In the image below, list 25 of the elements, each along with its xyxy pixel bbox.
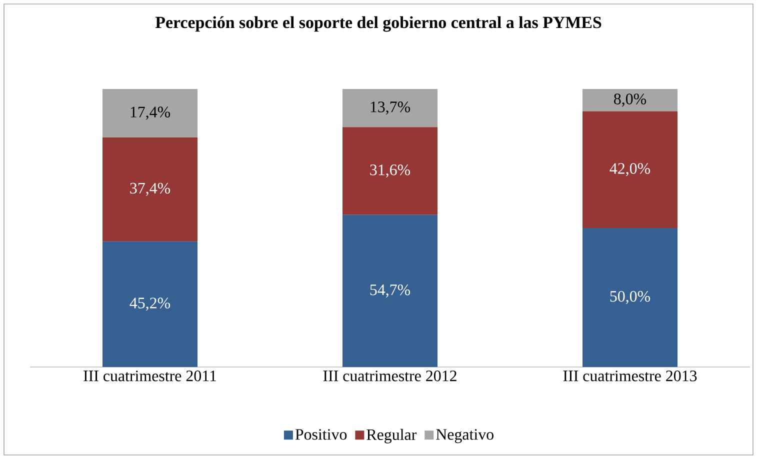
data-label: 17,4% — [130, 106, 170, 120]
legend-label: Negativo — [436, 429, 494, 444]
data-label: 37,4% — [130, 182, 170, 196]
bar — [582, 228, 678, 367]
bar — [342, 214, 438, 367]
data-label: 45,2% — [130, 298, 170, 311]
bar — [342, 127, 438, 215]
bar — [342, 88, 438, 128]
data-label: 54,7% — [370, 284, 410, 298]
bar — [102, 241, 198, 367]
bar — [102, 137, 198, 242]
x-tick-label: III cuatrimestre 2013 — [563, 370, 697, 382]
data-label: 8,0% — [614, 94, 646, 107]
bar — [582, 88, 678, 112]
x-tick-label: III cuatrimestre 2012 — [323, 370, 456, 382]
data-label: 13,7% — [370, 102, 410, 115]
chart-title: Percepción sobre el soporte del gobierno central a las PYMES — [155, 16, 602, 32]
x-tick-label: III cuatrimestre 2011 — [84, 370, 216, 382]
bar — [102, 88, 198, 138]
legend-label: Positivo — [295, 429, 347, 440]
data-label: 50,0% — [610, 290, 650, 304]
legend-label: Regular — [366, 428, 417, 444]
data-label: 31,6% — [370, 164, 410, 178]
data-label: 42,0% — [610, 163, 650, 176]
bar — [582, 111, 678, 228]
